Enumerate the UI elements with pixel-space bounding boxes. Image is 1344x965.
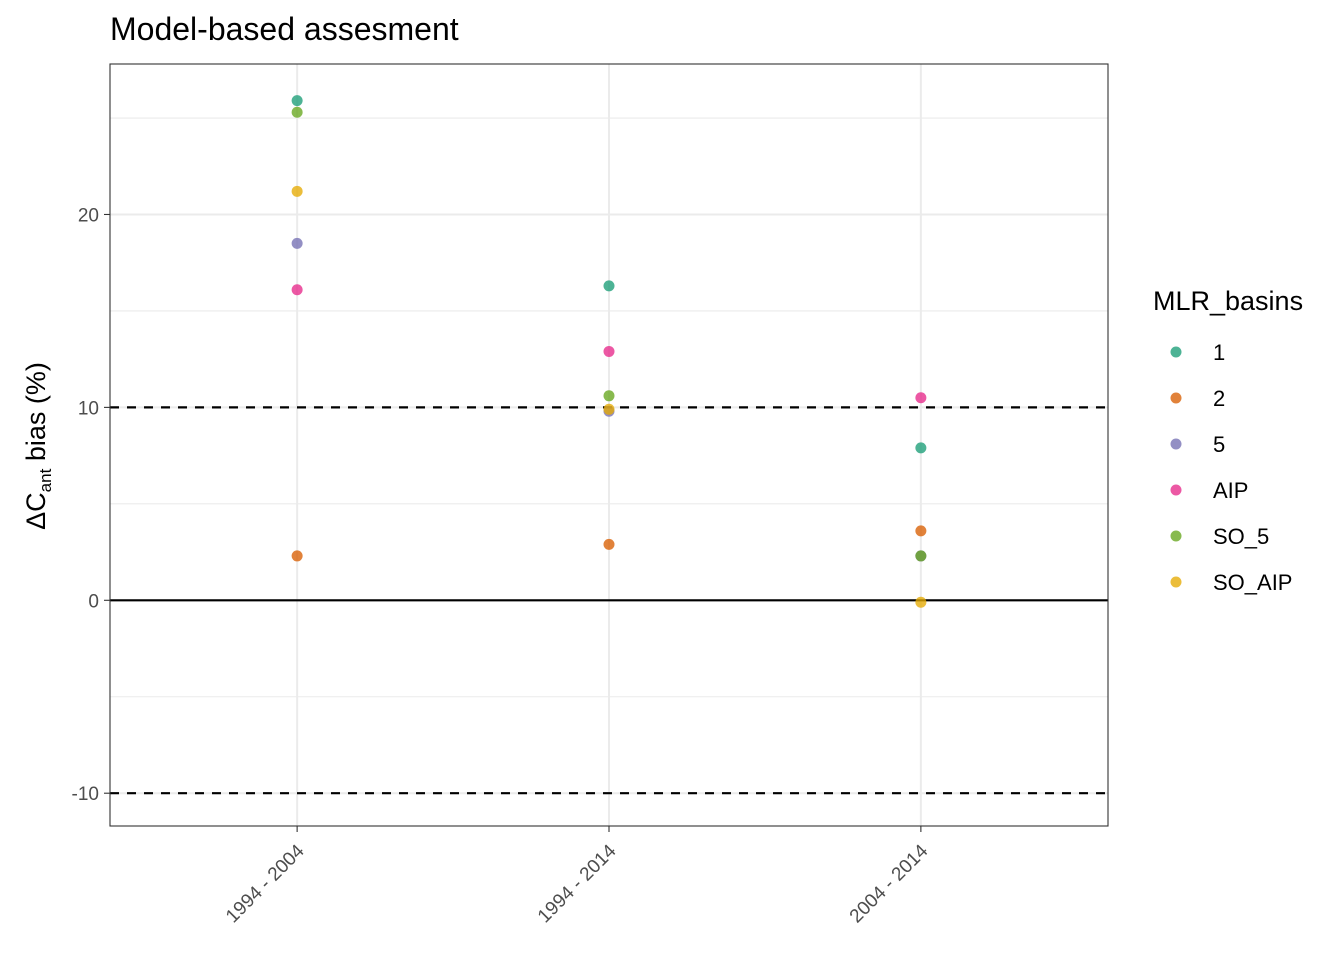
legend: MLR_basins 1 2 5 AIP SO_5 SO_AIP [1153, 286, 1303, 595]
data-point-2 [603, 538, 615, 550]
data-point-1 [603, 280, 615, 292]
x-tick-label: 1994 - 2014 [534, 840, 621, 927]
data-point-so-aip [603, 403, 615, 415]
data-point-2 [915, 525, 927, 537]
chart-title: Model-based assesment [110, 11, 459, 47]
legend-title: MLR_basins [1153, 286, 1303, 316]
data-point-aip [291, 284, 303, 296]
legend-key-so-aip [1170, 576, 1182, 588]
data-point-5 [291, 237, 303, 249]
y-tick-label: 0 [88, 591, 99, 612]
legend-label: 1 [1213, 340, 1225, 365]
data-point-so-aip [915, 596, 927, 608]
y-axis-title: ΔCant bias (%) [21, 362, 55, 530]
legend-label: 2 [1213, 386, 1225, 411]
legend-key-2 [1170, 392, 1182, 404]
x-tick-label: 2004 - 2014 [846, 840, 933, 927]
data-point-1 [915, 442, 927, 454]
legend-label: SO_5 [1213, 524, 1269, 549]
y-axis: -10 0 10 20 [72, 205, 110, 805]
x-tick-label: 1994 - 2004 [222, 840, 309, 927]
data-point-aip [915, 392, 927, 404]
x-axis: 1994 - 2004 1994 - 2014 2004 - 2014 [222, 826, 933, 927]
data-point-so-5 [603, 390, 615, 402]
data-point-so-aip [291, 185, 303, 197]
data-point-2 [291, 550, 303, 562]
legend-label: 5 [1213, 432, 1225, 457]
data-point-1 [291, 95, 303, 107]
y-tick-label: -10 [72, 784, 99, 805]
legend-key-aip [1170, 484, 1182, 496]
y-tick-label: 10 [78, 398, 99, 419]
legend-label: AIP [1213, 478, 1248, 503]
data-point-so-5 [915, 550, 927, 562]
grid-lines [110, 64, 1108, 826]
data-point-aip [603, 345, 615, 357]
legend-label: SO_AIP [1213, 570, 1292, 595]
y-tick-label: 20 [78, 205, 99, 226]
data-points [291, 95, 927, 608]
data-point-so-5 [291, 106, 303, 118]
legend-key-5 [1170, 438, 1182, 450]
y-axis-title-subscript: ant [36, 468, 55, 492]
legend-key-1 [1170, 346, 1182, 358]
legend-key-so-5 [1170, 530, 1182, 542]
